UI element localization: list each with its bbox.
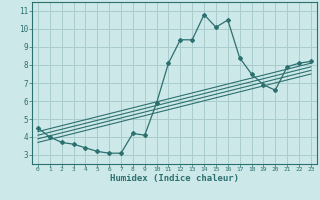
- X-axis label: Humidex (Indice chaleur): Humidex (Indice chaleur): [110, 174, 239, 183]
